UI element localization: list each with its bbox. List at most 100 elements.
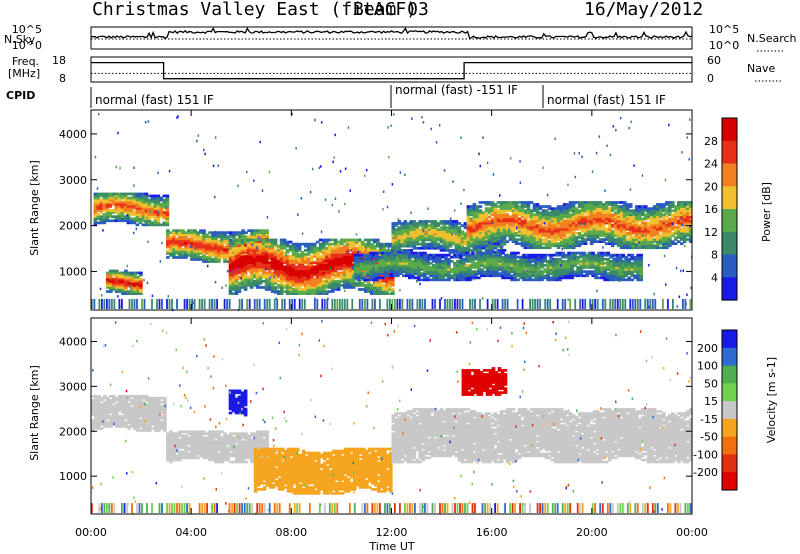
- data-cell: [117, 202, 122, 206]
- data-cell: [105, 215, 110, 218]
- data-cell: [187, 245, 191, 249]
- data-cell: [105, 198, 110, 202]
- data-cell: [205, 243, 209, 247]
- data-cell: [133, 288, 137, 291]
- data-cell: [156, 198, 161, 202]
- data-cell: [109, 277, 113, 281]
- data-cell: [130, 282, 134, 285]
- data-cell: [124, 288, 128, 291]
- data-cell: [480, 268, 484, 271]
- data-cell: [117, 211, 122, 214]
- data-cell: [93, 211, 98, 214]
- data-cell: [205, 256, 209, 259]
- data-cell: [359, 272, 364, 275]
- data-cell: [598, 238, 603, 241]
- data-cell: [126, 211, 131, 214]
- data-cell: [217, 249, 221, 253]
- data-cell: [220, 237, 224, 241]
- data-cell: [193, 258, 197, 261]
- data-cell: [184, 245, 188, 249]
- data-cell: [211, 231, 215, 234]
- data-cell: [217, 235, 221, 239]
- data-cell: [166, 245, 170, 249]
- data-cell: [181, 254, 185, 257]
- data-cell: [117, 200, 122, 204]
- data-cell: [226, 247, 230, 251]
- data-cell: [175, 247, 179, 251]
- data-cell: [478, 205, 483, 208]
- data-cell: [217, 245, 221, 249]
- data-cell: [205, 251, 209, 255]
- data-cell: [220, 249, 224, 253]
- data-cell: [129, 200, 134, 204]
- data-cell: [223, 237, 227, 241]
- data-cell: [153, 215, 158, 218]
- data-cell: [102, 217, 107, 220]
- data-cell: [147, 194, 152, 198]
- data-cell: [129, 217, 134, 220]
- data-cell: [106, 284, 110, 287]
- data-cell: [193, 237, 197, 241]
- data-cell: [118, 279, 122, 283]
- data-cell: [196, 249, 200, 253]
- data-cell: [123, 194, 128, 198]
- data-cell: [153, 211, 158, 214]
- data-cell: [111, 211, 116, 214]
- data-cell: [108, 202, 113, 206]
- data-cell: [193, 243, 197, 247]
- data-cell: [658, 234, 663, 237]
- data-cell: [109, 269, 113, 273]
- data-cell: [244, 231, 248, 234]
- data-cell: [130, 292, 134, 295]
- data-cell: [153, 207, 158, 210]
- data-cell: [138, 217, 143, 220]
- data-cell: [138, 200, 143, 204]
- data-cell: [217, 231, 221, 234]
- data-cell: [178, 239, 182, 243]
- data-cell: [153, 213, 158, 216]
- data-cell: [115, 284, 119, 287]
- data-cell: [126, 200, 131, 204]
- data-cell: [178, 254, 182, 257]
- data-cell: [169, 241, 173, 245]
- data-cell: [421, 220, 426, 223]
- data-cell: [162, 198, 167, 202]
- data-cell: [99, 205, 104, 208]
- data-cell: [141, 198, 146, 202]
- data-cell: [196, 239, 200, 243]
- data-cell: [211, 239, 215, 243]
- data-cell: [115, 279, 119, 283]
- data-cell: [150, 200, 155, 204]
- data-cell: [223, 235, 227, 239]
- data-cell: [211, 247, 215, 251]
- data-cell: [196, 241, 200, 245]
- data-cell: [123, 202, 128, 206]
- data-cell: [102, 194, 107, 198]
- data-cell: [144, 198, 149, 202]
- data-cell: [96, 194, 101, 198]
- data-cell: [133, 271, 137, 275]
- data-cell: [165, 202, 170, 206]
- data-cell: [147, 221, 152, 225]
- data-cell: [153, 219, 158, 223]
- data-cell: [214, 247, 218, 251]
- data-cell: [156, 219, 161, 223]
- data-cell: [129, 213, 134, 216]
- data-cell: [132, 192, 137, 196]
- data-cell: [124, 290, 128, 293]
- data-cell: [126, 192, 131, 196]
- data-cell: [138, 215, 143, 218]
- frequency-label-1: Freq.: [12, 55, 39, 68]
- data-cell: [205, 235, 209, 239]
- data-cell: [199, 237, 203, 241]
- data-cell: [141, 200, 146, 204]
- data-cell: [102, 196, 107, 200]
- data-cell: [156, 221, 161, 225]
- data-cell: [658, 246, 663, 250]
- data-cell: [99, 198, 104, 202]
- data-cell: [208, 231, 212, 234]
- data-cell: [93, 215, 98, 218]
- data-cell: [112, 269, 116, 273]
- data-cell: [147, 200, 152, 204]
